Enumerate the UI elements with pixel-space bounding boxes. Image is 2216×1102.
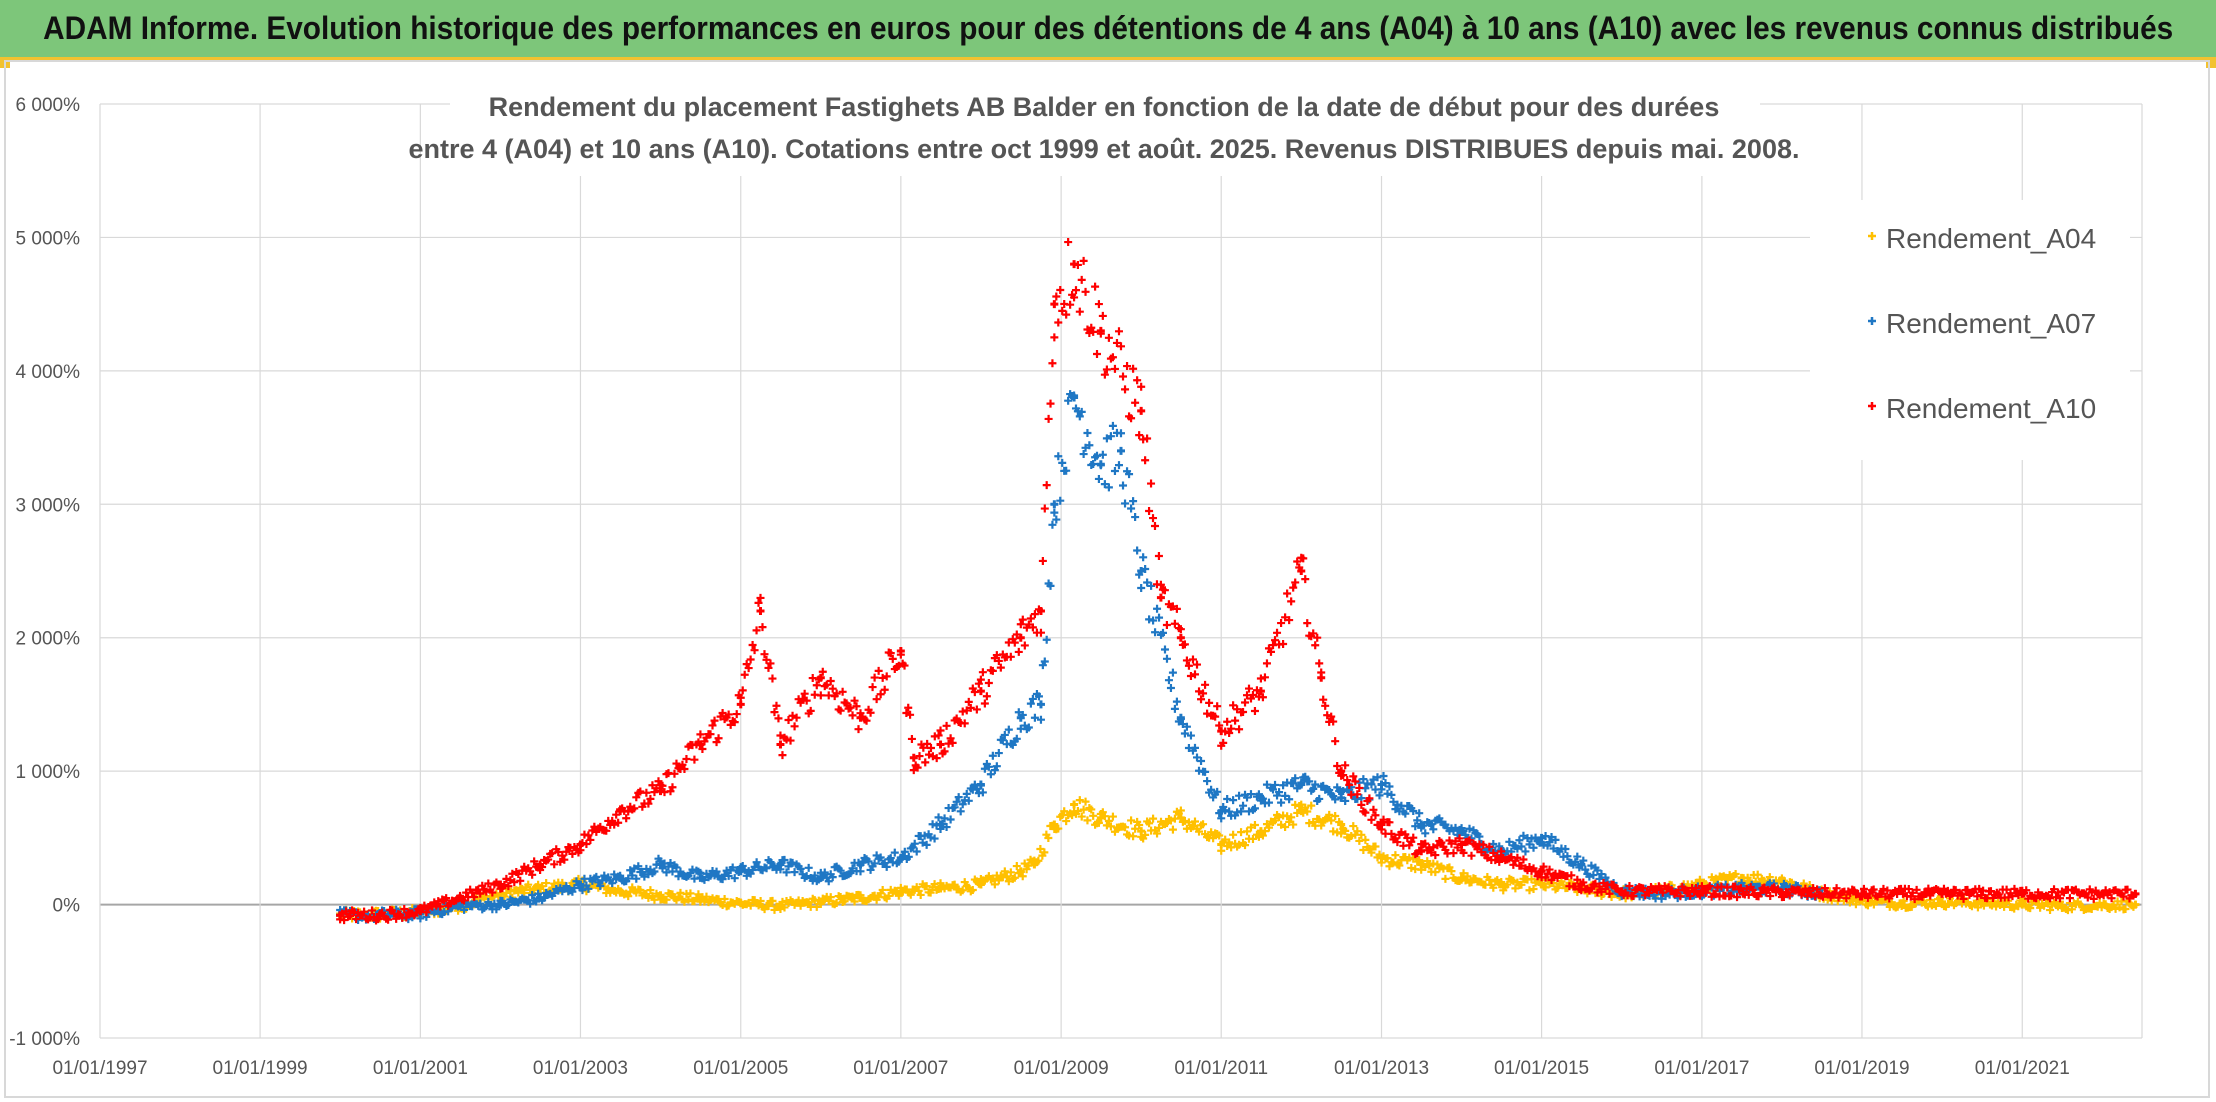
legend-label: Rendement_A07 bbox=[1886, 308, 2096, 339]
y-tick-label: 2 000% bbox=[16, 629, 81, 650]
legend-label: Rendement_A04 bbox=[1886, 223, 2096, 254]
series-density-Rendement_A07 bbox=[336, 390, 1826, 924]
report-title: ADAM Informe. Evolution historique des p… bbox=[42, 10, 2174, 46]
y-tick-label: 4 000% bbox=[16, 362, 81, 383]
data-point bbox=[1156, 593, 1165, 602]
data-point bbox=[776, 740, 785, 749]
series-Rendement_A07 bbox=[336, 390, 1826, 924]
x-tick-label: 01/01/2021 bbox=[1975, 1058, 2070, 1079]
data-point bbox=[1117, 446, 1125, 455]
x-tick-label: 01/01/2019 bbox=[1814, 1058, 1909, 1079]
y-tick-label: -1 000% bbox=[9, 1029, 80, 1050]
x-tick-label: 01/01/1999 bbox=[213, 1058, 308, 1079]
legend-marker bbox=[1868, 402, 1876, 410]
x-tick-label: 01/01/2015 bbox=[1494, 1058, 1589, 1079]
legend-box bbox=[1810, 200, 2130, 460]
legend-label: Rendement_A10 bbox=[1886, 393, 2096, 424]
data-point bbox=[1137, 406, 1146, 415]
data-point bbox=[1036, 700, 1045, 709]
data-point bbox=[909, 753, 918, 762]
data-point bbox=[1176, 633, 1185, 642]
data-point bbox=[936, 740, 945, 749]
x-tick-label: 01/01/2005 bbox=[693, 1058, 788, 1079]
chart-title-line: entre 4 (A04) et 10 ans (A10). Cotations… bbox=[409, 134, 1800, 164]
report-banner: ADAM Informe. Evolution historique des p… bbox=[0, 0, 2216, 60]
data-point bbox=[736, 700, 745, 709]
series-Rendement_A10 bbox=[336, 238, 2140, 925]
y-tick-label: 5 000% bbox=[16, 228, 81, 249]
chart-frame bbox=[4, 60, 2210, 1098]
x-tick-label: 01/01/2011 bbox=[1174, 1058, 1268, 1079]
x-tick-label: 01/01/2007 bbox=[853, 1058, 948, 1079]
x-tick-label: 01/01/1997 bbox=[52, 1058, 147, 1079]
corner-accent-right bbox=[2206, 58, 2216, 68]
data-point bbox=[1050, 300, 1059, 309]
y-tick-label: 3 000% bbox=[16, 495, 81, 516]
x-tick-label: 01/01/2013 bbox=[1334, 1058, 1429, 1079]
x-tick-label: 01/01/2017 bbox=[1654, 1058, 1749, 1079]
chart-title-box bbox=[450, 84, 1760, 176]
x-tick-label: 01/01/2003 bbox=[533, 1058, 628, 1079]
legend-marker bbox=[1868, 232, 1876, 240]
legend-marker bbox=[1868, 317, 1876, 325]
data-point bbox=[1050, 500, 1059, 509]
y-tick-label: 1 000% bbox=[16, 762, 81, 783]
x-tick-label: 01/01/2009 bbox=[1014, 1058, 1109, 1079]
chart-title-line: Rendement du placement Fastighets AB Bal… bbox=[489, 92, 1720, 122]
x-tick-label: 01/01/2001 bbox=[373, 1058, 468, 1079]
y-tick-label: 6 000% bbox=[16, 95, 81, 116]
data-point bbox=[756, 607, 765, 616]
series-density-Rendement_A10 bbox=[336, 238, 2140, 925]
data-point bbox=[1070, 800, 1079, 809]
y-tick-label: 0% bbox=[53, 896, 81, 917]
